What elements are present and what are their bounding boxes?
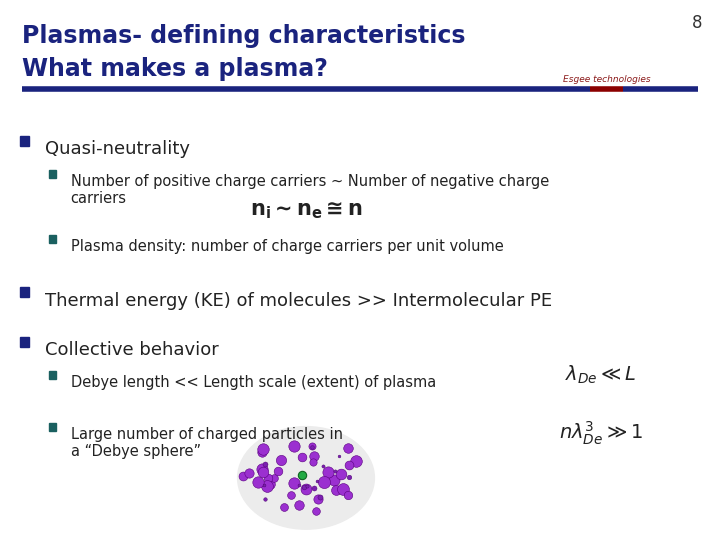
Text: Large number of charged particles in
a “Debye sphere”: Large number of charged particles in a “… bbox=[71, 427, 343, 459]
Text: Quasi-neutrality: Quasi-neutrality bbox=[45, 140, 189, 158]
Text: What makes a plasma?: What makes a plasma? bbox=[22, 57, 328, 80]
Text: Esgee technologies: Esgee technologies bbox=[563, 75, 651, 84]
Text: $n\lambda_{De}^3 \gg 1$: $n\lambda_{De}^3 \gg 1$ bbox=[559, 420, 643, 447]
Text: Thermal energy (KE) of molecules >> Intermolecular PE: Thermal energy (KE) of molecules >> Inte… bbox=[45, 292, 552, 309]
Text: $\mathbf{n_i \sim n_e \cong n}$: $\mathbf{n_i \sim n_e \cong n}$ bbox=[250, 200, 362, 221]
Text: Plasma density: number of charge carriers per unit volume: Plasma density: number of charge carrier… bbox=[71, 239, 503, 254]
Circle shape bbox=[238, 427, 374, 529]
Bar bbox=[49, 423, 56, 431]
Text: Collective behavior: Collective behavior bbox=[45, 341, 218, 359]
Text: Debye length << Length scale (extent) of plasma: Debye length << Length scale (extent) of… bbox=[71, 375, 436, 390]
Text: 8: 8 bbox=[691, 14, 702, 31]
Bar bbox=[49, 371, 56, 379]
Bar bbox=[20, 287, 29, 297]
Bar bbox=[49, 170, 56, 178]
Bar bbox=[49, 235, 56, 243]
Text: Plasmas- defining characteristics: Plasmas- defining characteristics bbox=[22, 24, 465, 48]
Text: $\lambda_{De} \ll L$: $\lambda_{De} \ll L$ bbox=[565, 363, 637, 386]
Bar bbox=[20, 337, 29, 347]
Bar bbox=[20, 136, 29, 146]
Text: Number of positive charge carriers ~ Number of negative charge
carriers: Number of positive charge carriers ~ Num… bbox=[71, 174, 549, 206]
